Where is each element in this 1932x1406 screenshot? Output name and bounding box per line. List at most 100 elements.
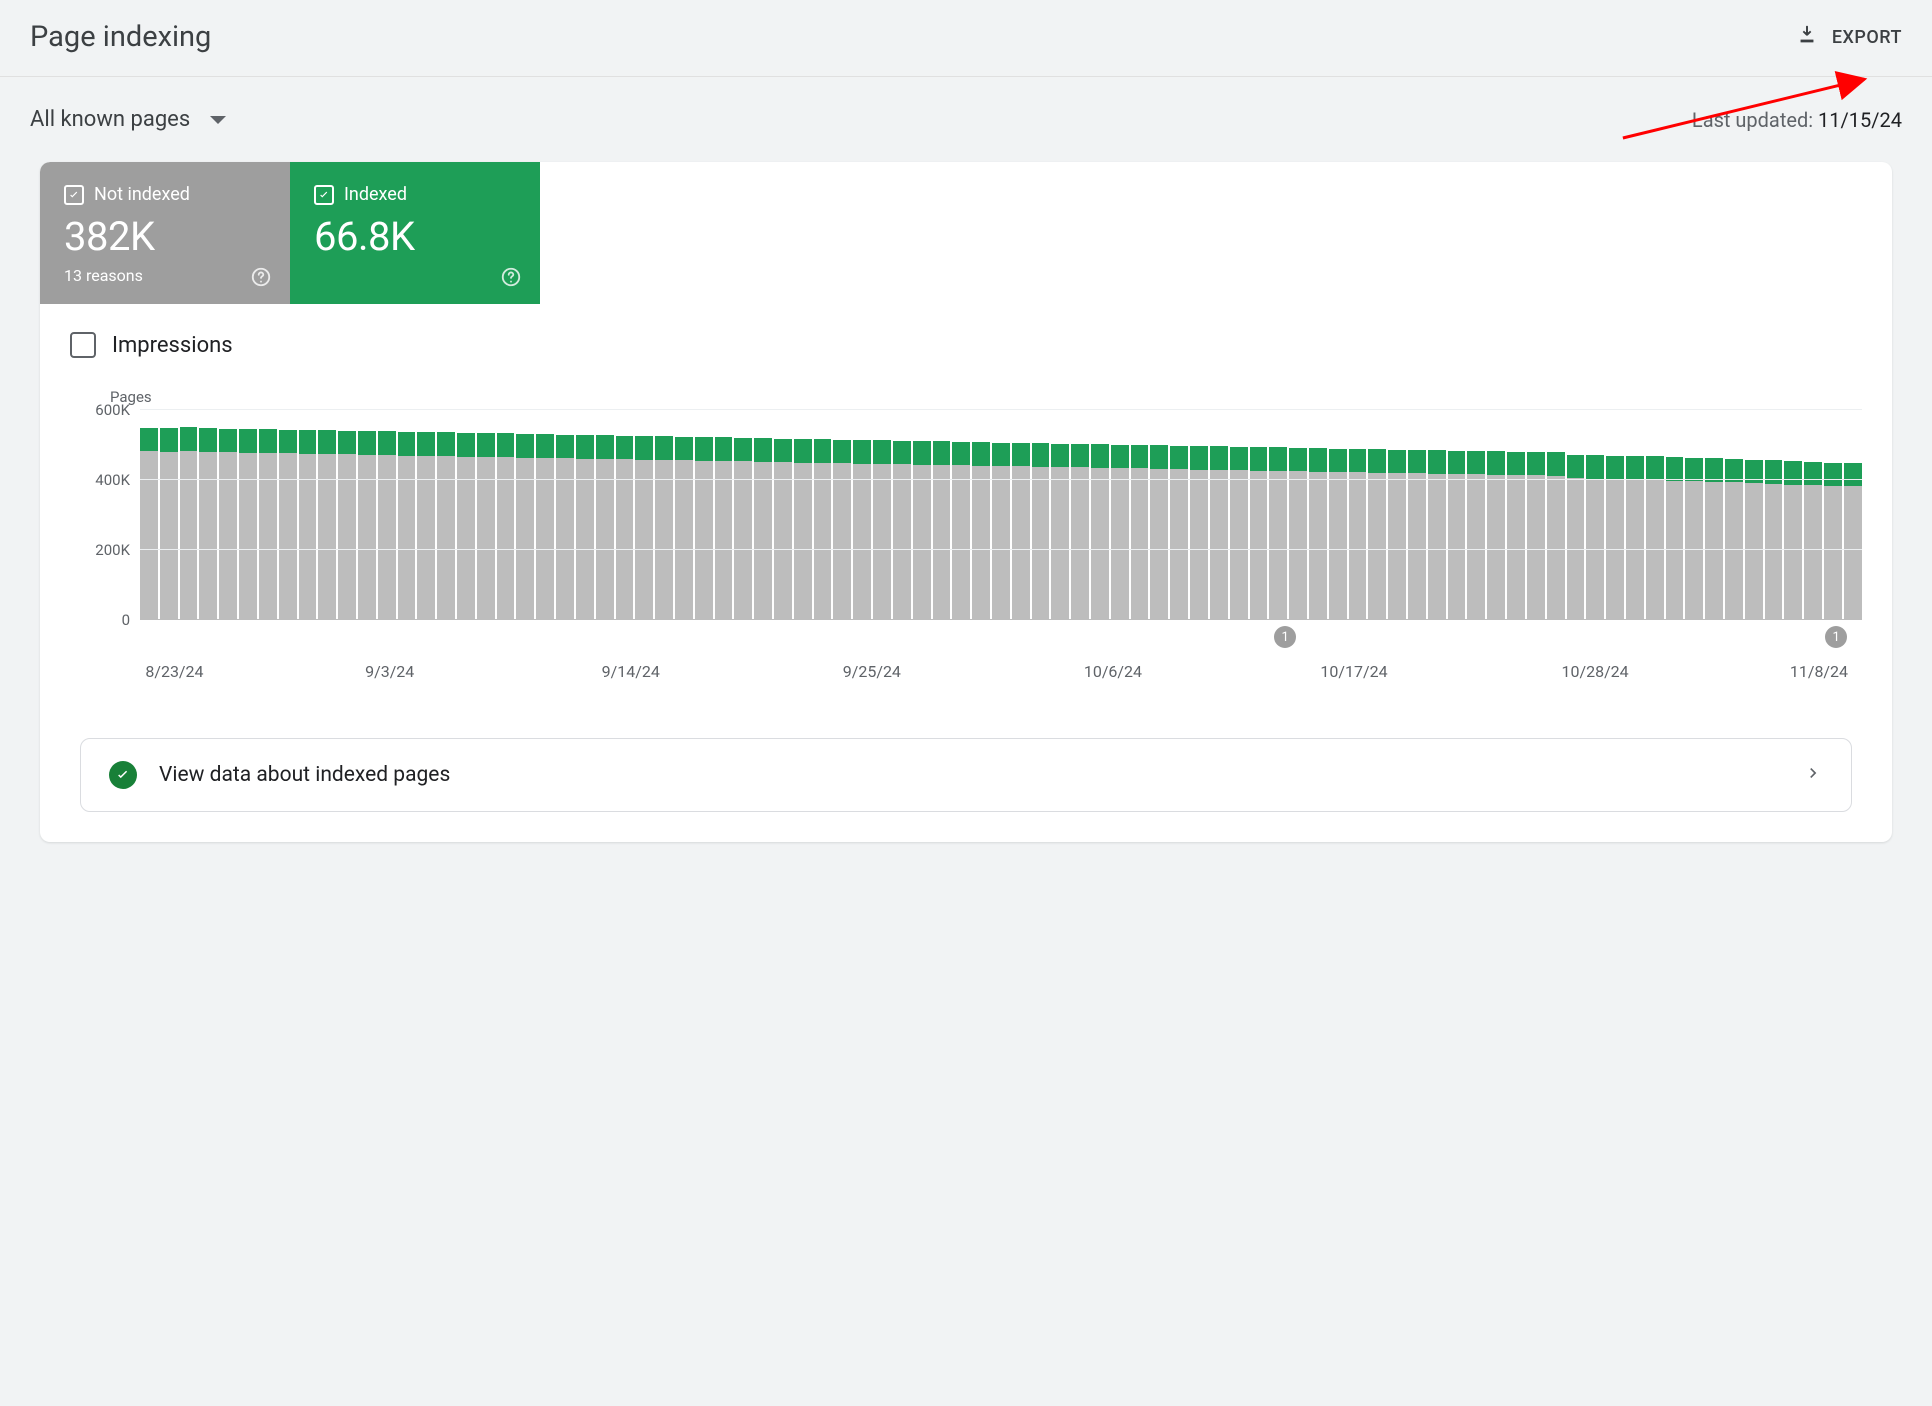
chart-bar[interactable]: [457, 433, 475, 620]
chart-bar[interactable]: [992, 443, 1010, 620]
help-icon[interactable]: [500, 266, 522, 288]
chart-bar[interactable]: [794, 439, 812, 620]
chart-bar[interactable]: [952, 442, 970, 620]
chart-bar[interactable]: [1824, 463, 1842, 620]
chart-bar[interactable]: [1032, 443, 1050, 620]
chart-bar[interactable]: [160, 428, 178, 620]
chart-bar[interactable]: [140, 428, 158, 620]
chart-bar[interactable]: [734, 438, 752, 620]
chart-bar[interactable]: [1844, 463, 1862, 620]
chart-bar[interactable]: [833, 440, 851, 620]
chart-bar[interactable]: [1646, 456, 1664, 620]
chart-bar[interactable]: [576, 435, 594, 620]
chart-bar[interactable]: [675, 437, 693, 620]
view-indexed-pages-row[interactable]: View data about indexed pages: [80, 738, 1852, 812]
chart-bar[interactable]: [1765, 460, 1783, 620]
chart-bar[interactable]: [1666, 457, 1684, 620]
chart-event-marker[interactable]: 1: [1274, 626, 1296, 648]
help-icon[interactable]: [250, 266, 272, 288]
chart-bar[interactable]: [754, 438, 772, 620]
tile-indexed[interactable]: Indexed 66.8K: [290, 162, 540, 304]
chart-bar[interactable]: [199, 428, 217, 620]
chart-bar[interactable]: [695, 437, 713, 620]
chart-bar[interactable]: [239, 429, 257, 620]
chart-bar[interactable]: [1210, 446, 1228, 620]
chart-bar[interactable]: [299, 430, 317, 620]
tile-not-indexed[interactable]: Not indexed 382K 13 reasons: [40, 162, 290, 304]
chart-bar[interactable]: [180, 427, 198, 620]
chart-bar[interactable]: [1071, 444, 1089, 620]
chart-bar[interactable]: [1091, 444, 1109, 620]
chart-bar[interactable]: [873, 440, 891, 620]
chart-bar[interactable]: [556, 435, 574, 620]
chart-bar[interactable]: [913, 441, 931, 620]
chart-bar[interactable]: [1725, 459, 1743, 620]
chart-bar[interactable]: [715, 437, 733, 620]
chart-bar[interactable]: [1685, 458, 1703, 620]
chart-bar[interactable]: [1804, 462, 1822, 620]
chart-bar[interactable]: [1626, 456, 1644, 620]
chart-bar[interactable]: [1051, 444, 1069, 620]
chart-bar[interactable]: [1388, 450, 1406, 620]
chart-bar[interactable]: [358, 431, 376, 620]
chart-bar[interactable]: [1784, 461, 1802, 620]
chart-bar[interactable]: [655, 436, 673, 620]
chart-bar[interactable]: [1170, 446, 1188, 620]
chart-bar[interactable]: [933, 441, 951, 620]
chart-bar[interactable]: [1527, 452, 1545, 620]
chart-bar[interactable]: [596, 435, 614, 620]
chart-bar[interactable]: [536, 434, 554, 620]
chart-bar[interactable]: [1448, 451, 1466, 620]
chart-bar[interactable]: [417, 432, 435, 620]
chart-bar[interactable]: [477, 433, 495, 620]
chart-bar[interactable]: [1289, 448, 1307, 620]
chart-bar[interactable]: [1269, 447, 1287, 620]
chart-bar[interactable]: [853, 440, 871, 620]
chart-bar[interactable]: [635, 436, 653, 620]
chart-bar[interactable]: [1309, 448, 1327, 620]
chart-bar[interactable]: [219, 429, 237, 620]
chart-bar[interactable]: [814, 439, 832, 620]
chart-bar[interactable]: [259, 429, 277, 620]
chart-bar[interactable]: [1111, 445, 1129, 620]
chart-bar[interactable]: [378, 431, 396, 620]
chart-bar[interactable]: [1606, 456, 1624, 620]
chart-bar[interactable]: [318, 430, 336, 620]
chart-bar[interactable]: [972, 442, 990, 620]
chart-bar[interactable]: [1428, 450, 1446, 620]
impressions-checkbox[interactable]: [70, 332, 96, 358]
download-icon: [1796, 24, 1818, 51]
chart-bar[interactable]: [893, 441, 911, 620]
chart-bar[interactable]: [1349, 449, 1367, 620]
chart-bar[interactable]: [338, 431, 356, 620]
filter-dropdown[interactable]: All known pages: [30, 107, 226, 132]
chart-bar[interactable]: [1230, 447, 1248, 620]
chart-bar[interactable]: [516, 434, 534, 620]
export-label: EXPORT: [1832, 27, 1902, 48]
chart-bar[interactable]: [1487, 451, 1505, 620]
chart-bar[interactable]: [1467, 451, 1485, 620]
chart-bar[interactable]: [1329, 449, 1347, 620]
chart-bar[interactable]: [1012, 443, 1030, 620]
chart-bar[interactable]: [279, 430, 297, 620]
y-tick-label: 400K: [95, 471, 130, 489]
chart-bar[interactable]: [1547, 452, 1565, 620]
chart-bar[interactable]: [398, 432, 416, 620]
tile-indexed-subtext: [314, 266, 516, 286]
chart-bar[interactable]: [1190, 446, 1208, 620]
chart-bar[interactable]: [1408, 450, 1426, 620]
chart-bar[interactable]: [437, 432, 455, 620]
export-button[interactable]: EXPORT: [1796, 24, 1902, 51]
chart-bar[interactable]: [497, 433, 515, 620]
chart-bar[interactable]: [774, 439, 792, 620]
chart-bar[interactable]: [1250, 447, 1268, 620]
chart-bar[interactable]: [616, 436, 634, 620]
impressions-label: Impressions: [112, 333, 233, 358]
chart-bar[interactable]: [1150, 445, 1168, 620]
chart-bar[interactable]: [1368, 449, 1386, 620]
chart-bar[interactable]: [1507, 452, 1525, 620]
chart-event-marker[interactable]: 1: [1825, 626, 1847, 648]
chart-bar[interactable]: [1131, 445, 1149, 620]
chart-bar[interactable]: [1705, 458, 1723, 620]
chart-bar[interactable]: [1745, 460, 1763, 620]
